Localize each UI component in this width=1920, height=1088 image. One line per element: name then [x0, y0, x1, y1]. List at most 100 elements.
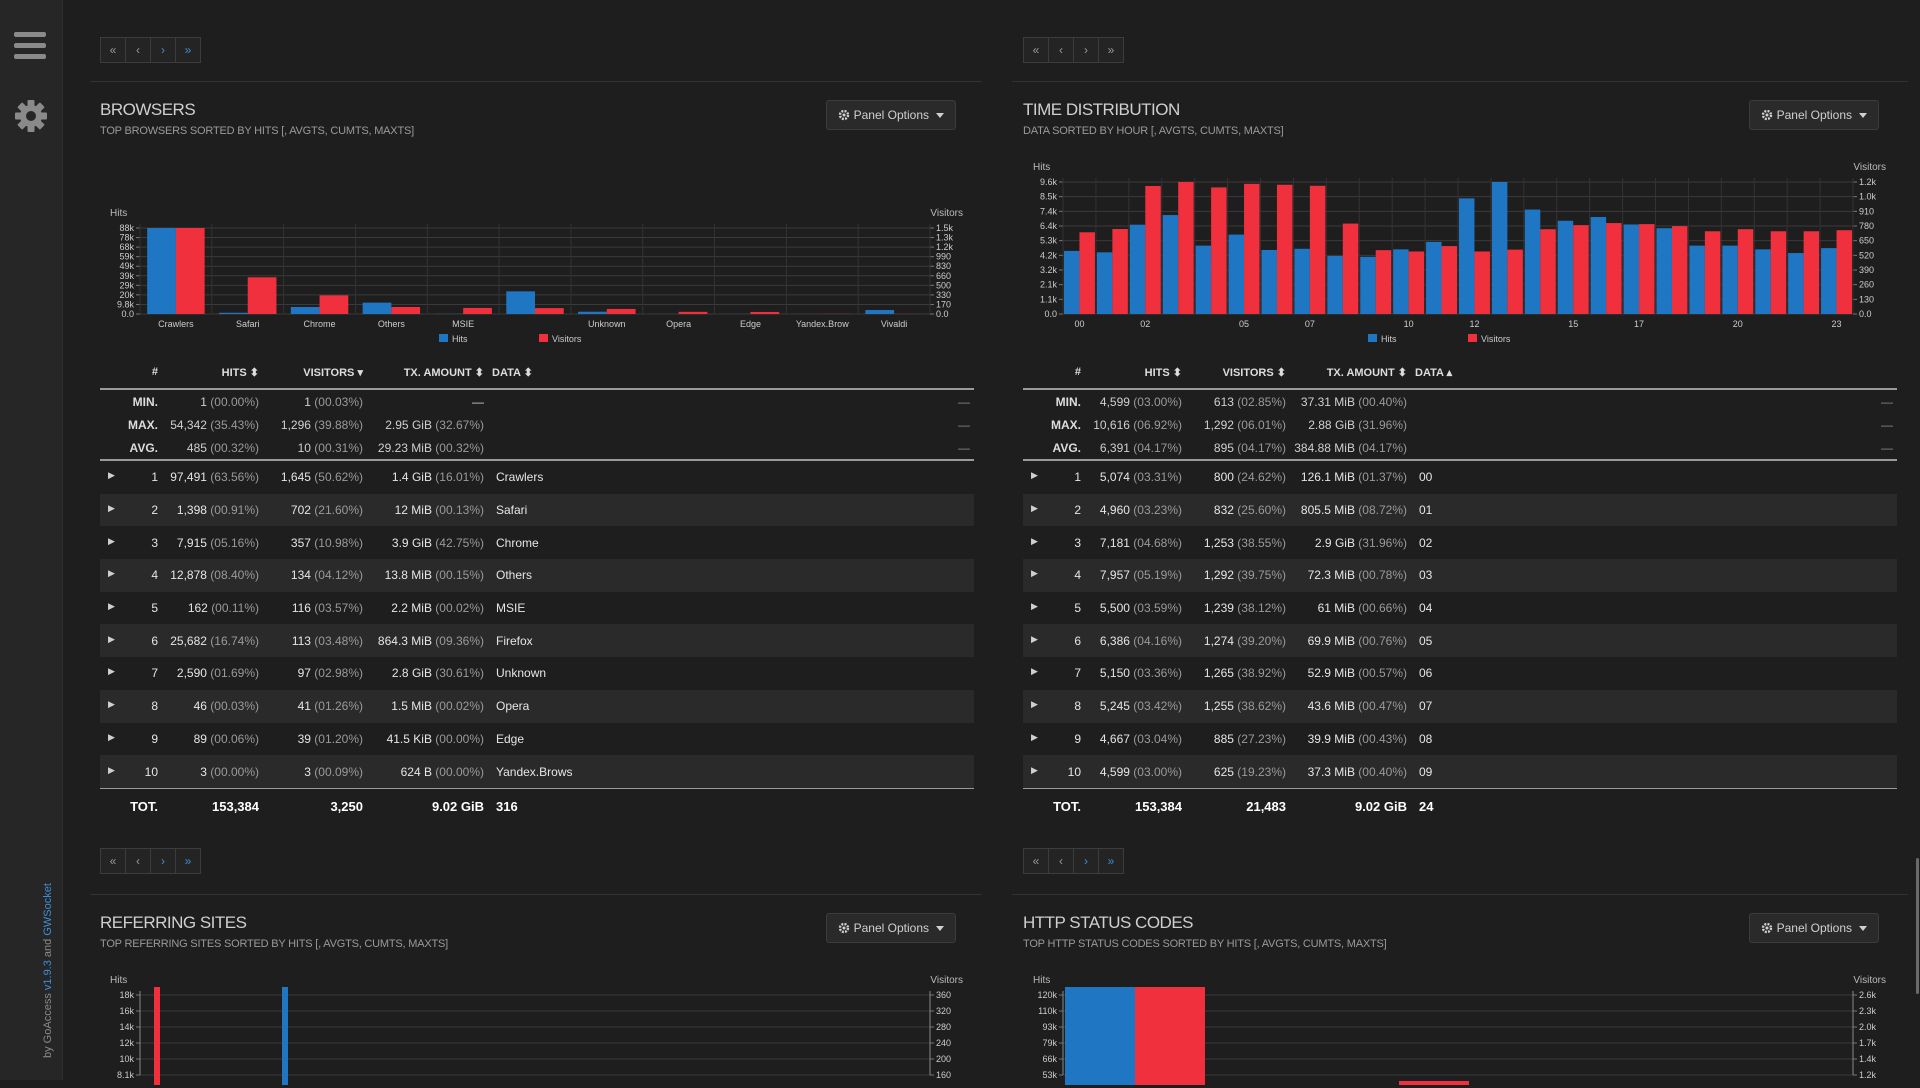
bar-visitors-14[interactable]: [1540, 229, 1555, 314]
expand-row-icon[interactable]: ▶: [1031, 765, 1038, 776]
bar-visitors-03[interactable]: [1178, 182, 1193, 314]
expand-row-icon[interactable]: ▶: [108, 568, 115, 579]
bar-hits-Firefox[interactable]: [506, 291, 535, 314]
bar-hits-12[interactable]: [1459, 198, 1474, 314]
bar-hits-10[interactable]: [1393, 249, 1408, 314]
bar-hits-08[interactable]: [1327, 256, 1342, 314]
bar-hits-Unknown[interactable]: [578, 312, 607, 314]
panel-options-button[interactable]: Panel Options: [1749, 100, 1879, 130]
expand-row-icon[interactable]: ▶: [1031, 601, 1038, 612]
prev-page-button[interactable]: ‹: [125, 37, 151, 63]
credit-gwsocket[interactable]: GWSocket: [42, 883, 54, 936]
bar-visitors-15[interactable]: [1573, 225, 1588, 314]
bar-visitors-Safari[interactable]: [248, 277, 277, 314]
bar-visitors-02[interactable]: [1145, 186, 1160, 314]
bar-hits-13[interactable]: [1492, 182, 1507, 314]
expand-row-icon[interactable]: ▶: [108, 634, 115, 645]
bar-visitors-01[interactable]: [1112, 229, 1127, 314]
first-page-button[interactable]: «: [100, 848, 126, 874]
bar-hits-16[interactable]: [1591, 217, 1606, 314]
bar-visitors-16[interactable]: [1606, 223, 1621, 314]
col-data[interactable]: DATA ▴: [1411, 356, 1864, 389]
bar-visitors-22[interactable]: [1804, 231, 1819, 314]
panel-options-button[interactable]: Panel Options: [826, 100, 956, 130]
expand-row-icon[interactable]: ▶: [1031, 634, 1038, 645]
bar-visitors-09[interactable]: [1376, 250, 1391, 314]
bar-hits-02[interactable]: [1130, 225, 1145, 314]
expand-row-icon[interactable]: ▶: [1031, 470, 1038, 481]
expand-row-icon[interactable]: ▶: [108, 732, 115, 743]
expand-row-icon[interactable]: ▶: [1031, 699, 1038, 710]
col-visitors[interactable]: VISITORS ▾: [263, 356, 367, 389]
next-page-button[interactable]: ›: [150, 848, 176, 874]
bar-hits-Others[interactable]: [363, 303, 392, 314]
expand-row-icon[interactable]: ▶: [108, 601, 115, 612]
bar-hits-05[interactable]: [1229, 235, 1244, 314]
col-tx[interactable]: TX. AMOUNT ⬍: [367, 356, 488, 389]
bar-visitors-06[interactable]: [1277, 185, 1292, 314]
last-page-button[interactable]: »: [175, 37, 201, 63]
bar-visitors-23[interactable]: [1837, 230, 1852, 314]
bar-visitors-Opera[interactable]: [679, 312, 708, 314]
expand-row-icon[interactable]: ▶: [1031, 568, 1038, 579]
expand-row-icon[interactable]: ▶: [108, 536, 115, 547]
bar-visitors-20[interactable]: [1738, 229, 1753, 314]
bar-visitors-21[interactable]: [1771, 231, 1786, 314]
bar-visitors-05[interactable]: [1244, 184, 1259, 314]
bar-hits-14[interactable]: [1525, 210, 1540, 314]
bar-visitors-10[interactable]: [1409, 251, 1424, 314]
bar-hits-00[interactable]: [1064, 251, 1079, 314]
bar-visitors-13[interactable]: [1507, 250, 1522, 314]
settings-gear-icon[interactable]: [13, 98, 49, 134]
bar-hits-20[interactable]: [1722, 246, 1737, 314]
prev-page-button[interactable]: ‹: [1048, 37, 1074, 63]
bar-visitors-partial[interactable]: [1399, 1081, 1469, 1085]
bar-hits-19[interactable]: [1689, 246, 1704, 314]
bar-visitors-partial[interactable]: [154, 987, 160, 1085]
bar-hits-15[interactable]: [1558, 221, 1573, 314]
last-page-button[interactable]: »: [175, 848, 201, 874]
bar-visitors-Others[interactable]: [391, 307, 420, 314]
last-page-button[interactable]: »: [1098, 848, 1124, 874]
bar-hits-22[interactable]: [1788, 253, 1803, 314]
bar-visitors-04[interactable]: [1211, 187, 1226, 314]
bar-visitors-Crawlers[interactable]: [176, 228, 205, 314]
next-page-button[interactable]: ›: [1073, 37, 1099, 63]
bar-hits-23[interactable]: [1821, 248, 1836, 314]
last-page-button[interactable]: »: [1098, 37, 1124, 63]
credit-goaccess[interactable]: GoAccess: [42, 993, 54, 1043]
bar-visitors-Unknown[interactable]: [607, 309, 636, 314]
prev-page-button[interactable]: ‹: [125, 848, 151, 874]
bar-hits-partial[interactable]: [1065, 987, 1135, 1085]
bar-visitors-17[interactable]: [1639, 224, 1654, 314]
bar-visitors-partial[interactable]: [1135, 987, 1205, 1085]
bar-hits-Chrome[interactable]: [291, 307, 320, 314]
expand-row-icon[interactable]: ▶: [108, 470, 115, 481]
bar-hits-partial[interactable]: [282, 987, 288, 1085]
page-scrollbar[interactable]: [1916, 858, 1919, 994]
bar-visitors-MSIE[interactable]: [463, 308, 492, 314]
expand-row-icon[interactable]: ▶: [108, 699, 115, 710]
bar-visitors-19[interactable]: [1705, 231, 1720, 314]
bar-visitors-07[interactable]: [1310, 186, 1325, 314]
col-hits[interactable]: HITS ⬍: [1085, 356, 1186, 389]
bar-hits-04[interactable]: [1196, 246, 1211, 314]
bar-hits-Safari[interactable]: [219, 313, 248, 314]
panel-options-button[interactable]: Panel Options: [826, 913, 956, 943]
bar-hits-11[interactable]: [1426, 242, 1441, 314]
expand-row-icon[interactable]: ▶: [108, 666, 115, 677]
bar-visitors-Edge[interactable]: [750, 312, 779, 314]
